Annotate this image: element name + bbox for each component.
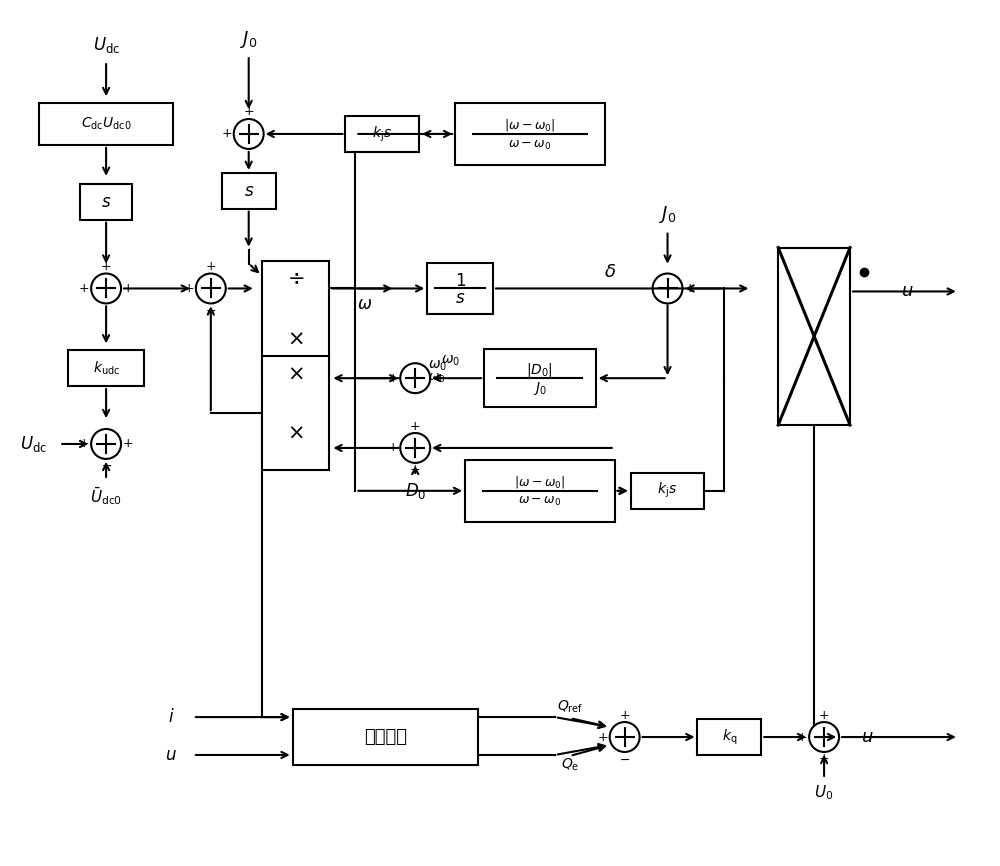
Text: +: +	[684, 282, 695, 295]
Bar	[465, 460, 615, 521]
Bar	[262, 356, 329, 470]
Text: $|\omega-\omega_0|$: $|\omega-\omega_0|$	[514, 474, 565, 489]
Bar	[345, 116, 419, 152]
Text: $-$: $-$	[101, 459, 112, 472]
Circle shape	[91, 274, 121, 303]
Circle shape	[234, 119, 264, 149]
Text: 功率计算: 功率计算	[364, 728, 407, 746]
Text: $\times$: $\times$	[287, 423, 304, 443]
Circle shape	[400, 433, 430, 463]
Text: $s$: $s$	[455, 288, 465, 307]
Text: $s$: $s$	[244, 182, 254, 200]
Text: $k_{\rm q}$: $k_{\rm q}$	[722, 727, 737, 746]
Text: $\bar{U}_{\rm dc0}$: $\bar{U}_{\rm dc0}$	[90, 485, 122, 507]
Text: +: +	[819, 708, 829, 721]
Text: +: +	[797, 731, 807, 744]
Text: $J_0$: $J_0$	[659, 204, 676, 225]
Text: $u$: $u$	[165, 746, 177, 764]
Circle shape	[610, 722, 640, 752]
Bar	[455, 103, 605, 165]
Text: +: +	[79, 437, 89, 450]
Text: $\omega$: $\omega$	[357, 295, 372, 313]
Text: $\delta$: $\delta$	[604, 262, 616, 281]
Text: $\omega-\omega_0$: $\omega-\omega_0$	[508, 139, 552, 152]
Text: $|\omega-\omega_0|$: $|\omega-\omega_0|$	[504, 117, 555, 132]
Text: $D_0$: $D_0$	[405, 481, 426, 501]
Text: $Q_{\rm ref}$: $Q_{\rm ref}$	[557, 699, 583, 715]
Text: $\omega_0$: $\omega_0$	[441, 354, 460, 368]
Bar	[262, 261, 329, 376]
Bar	[39, 103, 173, 145]
Bar	[427, 262, 493, 314]
Bar	[68, 350, 144, 386]
Text: $k_{\rm j}s$: $k_{\rm j}s$	[372, 125, 392, 144]
Bar	[293, 709, 478, 765]
Text: +: +	[79, 282, 89, 295]
Text: $\omega_0$: $\omega_0$	[428, 359, 447, 373]
Text: $\omega-\omega_0$: $\omega-\omega_0$	[518, 495, 562, 508]
Bar	[80, 184, 132, 220]
Text: +: +	[123, 437, 133, 450]
Text: $k_{\rm j}s$: $k_{\rm j}s$	[657, 481, 678, 501]
Text: $k_{\rm udc}$: $k_{\rm udc}$	[93, 359, 120, 377]
Text: $J_0$: $J_0$	[240, 29, 257, 49]
Text: +: +	[205, 260, 216, 273]
Text: $-$: $-$	[205, 304, 216, 317]
Text: +: +	[410, 419, 421, 432]
Text: $U_{\rm dc}$: $U_{\rm dc}$	[93, 36, 120, 55]
Text: +: +	[184, 282, 194, 295]
Text: $\times$: $\times$	[287, 363, 304, 383]
Text: +: +	[221, 127, 232, 140]
Bar	[697, 719, 761, 755]
Text: +: +	[410, 463, 421, 476]
Bar	[778, 248, 850, 425]
Text: +: +	[597, 731, 608, 744]
Text: +: +	[123, 282, 133, 295]
Bar	[484, 349, 596, 407]
Text: $\div$: $\div$	[287, 268, 304, 288]
Text: $\times$: $\times$	[287, 328, 304, 348]
Text: +: +	[619, 708, 630, 721]
Circle shape	[400, 363, 430, 393]
Text: $u$: $u$	[861, 728, 873, 746]
Text: $s$: $s$	[101, 193, 111, 210]
Text: $Q_{\rm e}$: $Q_{\rm e}$	[561, 757, 579, 773]
Text: +: +	[388, 442, 399, 455]
Circle shape	[196, 274, 226, 303]
Text: +: +	[819, 753, 829, 766]
Text: +: +	[388, 372, 399, 385]
Text: $|D_0|$: $|D_0|$	[526, 360, 553, 378]
Bar	[631, 473, 704, 508]
Bar	[222, 173, 276, 209]
Text: $C_{\rm dc}U_{\rm dc0}$: $C_{\rm dc}U_{\rm dc0}$	[81, 116, 131, 132]
Text: +: +	[243, 105, 254, 118]
Text: $-$: $-$	[640, 282, 651, 295]
Text: +: +	[101, 260, 111, 273]
Text: $J_0$: $J_0$	[533, 380, 547, 397]
Text: $\omega_0$: $\omega_0$	[428, 372, 446, 385]
Circle shape	[809, 722, 839, 752]
Text: $-$: $-$	[619, 753, 630, 766]
Text: $u$: $u$	[901, 282, 913, 301]
Text: $U_{\rm dc}$: $U_{\rm dc}$	[20, 434, 47, 454]
Text: $U_0$: $U_0$	[814, 784, 834, 802]
Text: $1$: $1$	[455, 272, 466, 290]
Circle shape	[91, 429, 121, 459]
Circle shape	[653, 274, 682, 303]
Text: $i$: $i$	[168, 708, 174, 726]
